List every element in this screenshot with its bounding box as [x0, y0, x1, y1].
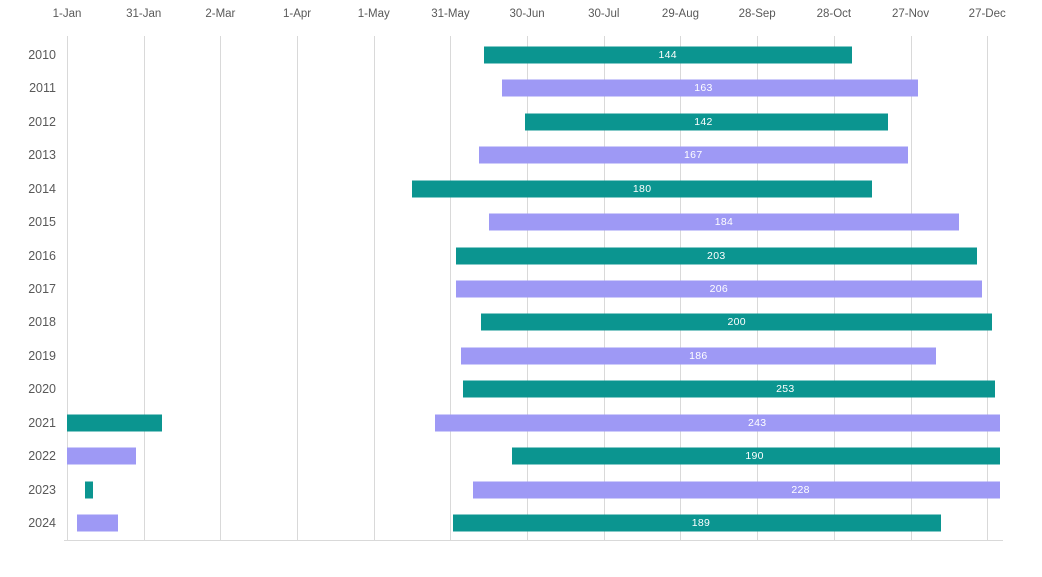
- bar-label-2018: 200: [727, 316, 746, 329]
- gantt-bar-2022-segment1[interactable]: [511, 447, 1000, 465]
- bar-label-2019: 186: [689, 349, 708, 362]
- bar-label-2016: 203: [707, 249, 726, 262]
- bar-label-2020: 253: [776, 383, 795, 396]
- gantt-bar-2016[interactable]: [455, 247, 977, 265]
- bar-label-2021: 243: [747, 416, 767, 429]
- gantt-bar-2018[interactable]: [481, 313, 993, 331]
- bar-label-2023: 228: [791, 483, 810, 496]
- x-gridline: [450, 36, 452, 540]
- x-gridline: [220, 36, 222, 540]
- gantt-bar-2012[interactable]: [524, 113, 888, 131]
- x-gridline: [297, 36, 299, 540]
- x-tick-label: 27-Dec: [968, 8, 1006, 20]
- gantt-bar-2022-segment0[interactable]: [67, 447, 137, 465]
- x-tick-label: 31-May: [431, 8, 470, 20]
- y-axis-label-2022: 2022: [28, 449, 56, 464]
- y-axis-label-2021: 2021: [28, 415, 56, 430]
- y-axis-label-2015: 2015: [28, 215, 56, 230]
- gantt-bar-2021-segment1[interactable]: [435, 414, 1000, 432]
- x-tick-label: 29-Aug: [661, 8, 700, 20]
- gantt-bar-2023-segment0[interactable]: [84, 481, 93, 499]
- gantt-bar-2020[interactable]: [463, 380, 995, 398]
- gantt-bar-2021-segment0[interactable]: [67, 414, 162, 432]
- y-axis-label-2020: 2020: [28, 382, 56, 397]
- gantt-bar-2014[interactable]: [412, 180, 873, 198]
- y-axis-label-2018: 2018: [28, 315, 56, 330]
- gantt-bar-2013[interactable]: [478, 146, 908, 164]
- x-gridline: [373, 36, 375, 540]
- gantt-bar-2024-segment0[interactable]: [77, 514, 119, 532]
- y-axis-label-2011: 2011: [29, 81, 56, 96]
- bar-label-2010: 144: [658, 48, 677, 61]
- x-axis-line: [64, 540, 1003, 541]
- gantt-bar-2011[interactable]: [501, 79, 919, 97]
- y-axis-label-2013: 2013: [28, 148, 56, 163]
- bar-label-2024: 189: [691, 517, 711, 530]
- x-tick-label: 30-Jul: [588, 8, 620, 20]
- x-tick-label: 1-Apr: [282, 8, 312, 20]
- gantt-bar-2019[interactable]: [460, 347, 937, 365]
- x-tick-label: 27-Nov: [891, 8, 930, 20]
- x-tick-label: 1-Jan: [52, 8, 82, 20]
- gantt-bar-2023-segment1[interactable]: [473, 481, 1000, 499]
- x-tick-label: 28-Oct: [816, 8, 852, 20]
- x-tick-label: 28-Sep: [738, 8, 776, 20]
- bar-label-2015: 184: [714, 216, 734, 229]
- x-gridline: [67, 36, 68, 540]
- bar-label-2022: 190: [745, 450, 764, 463]
- bar-label-2012: 142: [694, 115, 713, 128]
- y-axis-label-2024: 2024: [28, 516, 56, 531]
- bar-label-2017: 206: [709, 283, 729, 295]
- y-axis-label-2014: 2014: [28, 181, 56, 196]
- y-axis-label-2017: 2017: [28, 282, 56, 296]
- gantt-bar-2024-segment1[interactable]: [452, 514, 942, 532]
- gantt-bar-2015[interactable]: [488, 213, 960, 231]
- gantt-bar-2010[interactable]: [483, 46, 852, 64]
- y-axis-label-2019: 2019: [28, 348, 56, 363]
- x-tick-label: 31-Jan: [126, 8, 162, 20]
- bar-label-2013: 167: [684, 149, 703, 162]
- x-gridline: [143, 36, 145, 540]
- y-axis-label-2016: 2016: [28, 248, 56, 263]
- x-tick-label: 1-May: [357, 8, 390, 20]
- x-tick-label: 30-Jun: [509, 8, 545, 20]
- x-gridline: [987, 36, 989, 540]
- y-axis-label-2010: 2010: [28, 47, 56, 62]
- y-axis-label-2012: 2012: [28, 114, 56, 129]
- x-tick-label: 2-Mar: [205, 8, 236, 20]
- bar-label-2011: 163: [694, 82, 713, 95]
- y-axis-label-2023: 2023: [28, 482, 56, 497]
- bar-label-2014: 180: [632, 182, 652, 195]
- gantt-bar-2017[interactable]: [455, 280, 983, 298]
